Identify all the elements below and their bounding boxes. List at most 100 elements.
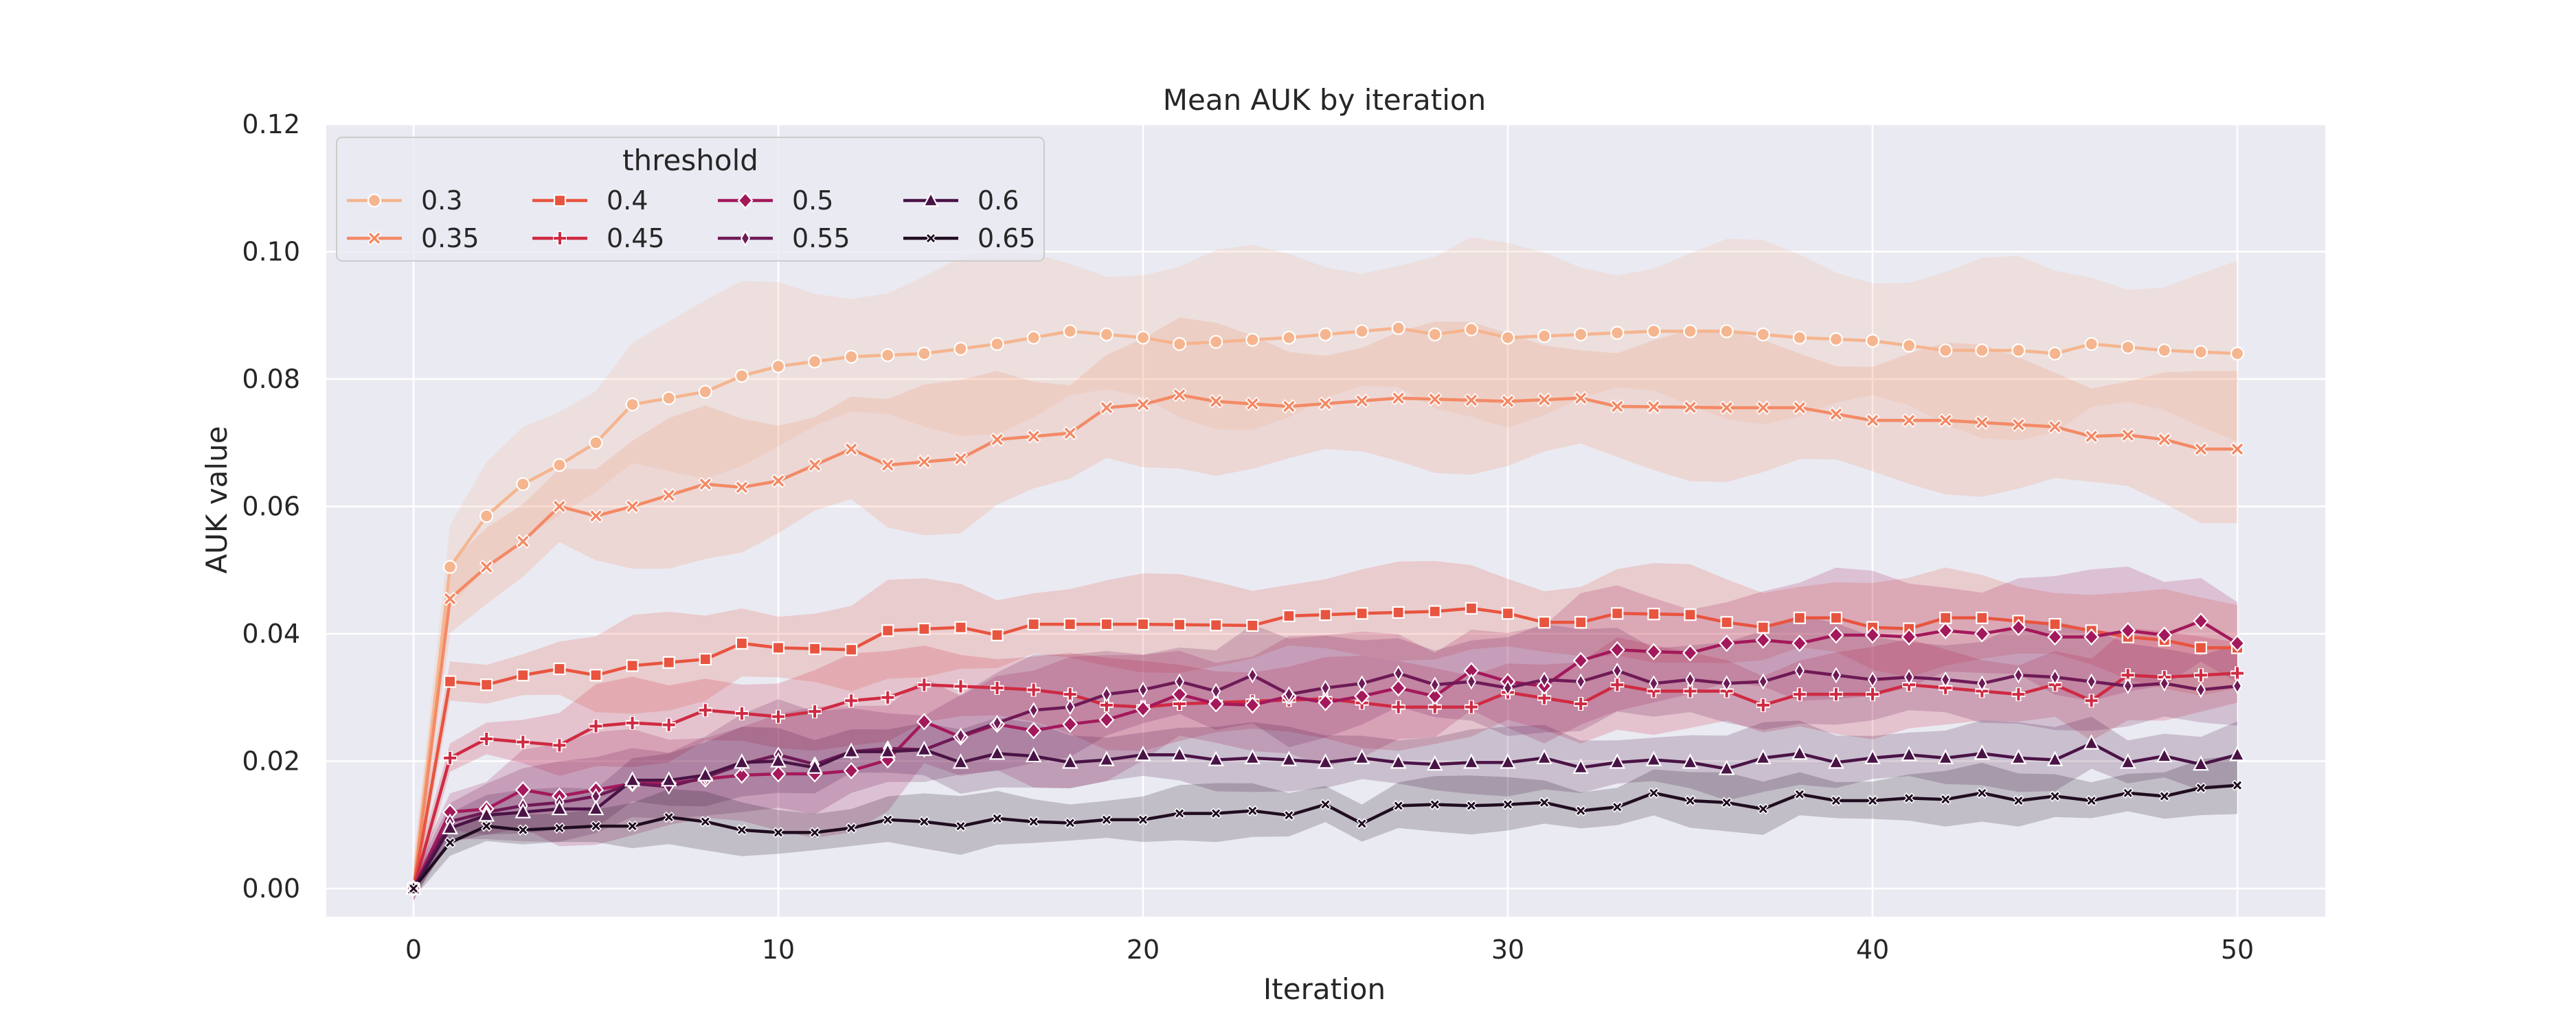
data-point (1645, 643, 1662, 661)
data-point (1828, 753, 1844, 769)
data-point (660, 770, 677, 787)
data-point (806, 758, 823, 774)
data-point (662, 718, 676, 732)
data-point (442, 819, 458, 834)
data-point (1609, 641, 1625, 659)
legend-label: 0.45 (607, 223, 665, 253)
data-point (2193, 612, 2209, 630)
data-point (771, 473, 786, 488)
data-point (1208, 695, 1224, 713)
data-point (1464, 393, 1479, 408)
data-point (1864, 626, 1881, 644)
data-point (2083, 734, 2100, 750)
data-point (625, 499, 640, 514)
data-point (1572, 652, 1589, 670)
legend-item: 0.5 (718, 185, 833, 216)
data-point (1682, 644, 1698, 662)
data-point (772, 827, 784, 838)
data-point (1612, 662, 1623, 679)
legend-label: 0.3 (421, 185, 462, 216)
data-point (626, 659, 639, 672)
data-point (1173, 808, 1186, 819)
data-point (1354, 687, 1370, 705)
legend-box (336, 137, 1045, 262)
legend: threshold 0.3 0.35 0.4 0.45 0.5 0.55 0.6 0.65 (336, 137, 1045, 262)
data-point (1136, 617, 1150, 631)
data-point (1902, 339, 1917, 353)
data-point (1464, 322, 1478, 336)
confidence-band (414, 615, 2237, 900)
data-point (2193, 345, 2208, 359)
data-point (1391, 321, 1405, 335)
confidence-band (414, 755, 2237, 898)
data-point (1244, 696, 1261, 714)
data-point (1576, 673, 1586, 690)
data-point (554, 822, 565, 834)
data-point (1465, 800, 1478, 812)
data-point (990, 680, 1004, 695)
data-point (1135, 745, 1151, 762)
data-point (1573, 391, 1588, 406)
data-point (626, 820, 638, 832)
data-point (1610, 325, 1625, 340)
data-point (2156, 626, 2173, 644)
data-point (1392, 800, 1404, 812)
data-point (2048, 346, 2062, 361)
data-point (1026, 683, 1041, 697)
data-point (478, 805, 495, 822)
data-point (1647, 324, 1661, 339)
data-point (1502, 679, 1513, 696)
data-point (1721, 797, 1732, 808)
data-point (1098, 711, 1115, 729)
data-point (1208, 393, 1223, 409)
data-point (2048, 420, 2062, 435)
data-point (770, 752, 787, 768)
data-point (1063, 324, 1077, 339)
data-point (1791, 744, 1808, 760)
data-point (2047, 628, 2063, 646)
data-point (443, 675, 457, 688)
x-axis-ticks: 0 10 20 30 40 50 (405, 935, 2254, 965)
data-point (479, 732, 494, 746)
data-point (1538, 616, 1551, 629)
data-point (662, 488, 677, 503)
legend-label: 0.55 (792, 223, 850, 253)
data-point (1719, 400, 1735, 415)
data-point (1756, 400, 1771, 415)
data-point (515, 534, 530, 549)
data-point (1061, 753, 1078, 769)
data-point (1100, 617, 1114, 631)
data-point (551, 799, 568, 816)
data-point (771, 709, 785, 724)
data-point (991, 628, 1004, 641)
data-point (881, 348, 895, 363)
data-point (2122, 787, 2134, 799)
data-point (843, 742, 860, 758)
data-point (1138, 681, 1149, 698)
data-point (1683, 324, 1697, 339)
data-point (1065, 698, 1075, 716)
data-point (1101, 686, 1112, 703)
data-point (1977, 675, 1987, 692)
series-markers-group (406, 387, 2245, 896)
data-point (2010, 619, 2026, 637)
data-point (2229, 634, 2246, 652)
data-point (1100, 814, 1113, 825)
data-point (1574, 616, 1588, 629)
x-tick-label: 10 (762, 935, 795, 965)
data-point (770, 765, 787, 783)
data-point (1903, 669, 1914, 686)
data-point (881, 690, 895, 705)
data-point (1390, 679, 1407, 697)
data-point (844, 442, 859, 457)
data-point (1647, 608, 1660, 621)
data-point (1210, 619, 1223, 632)
data-point (1865, 413, 1880, 428)
data-point (1428, 605, 1441, 618)
data-point (1463, 753, 1480, 769)
data-point (954, 621, 967, 634)
data-point (1355, 607, 1368, 620)
data-point (1792, 330, 1807, 345)
data-point (1901, 745, 1917, 762)
data-point (1320, 679, 1331, 696)
